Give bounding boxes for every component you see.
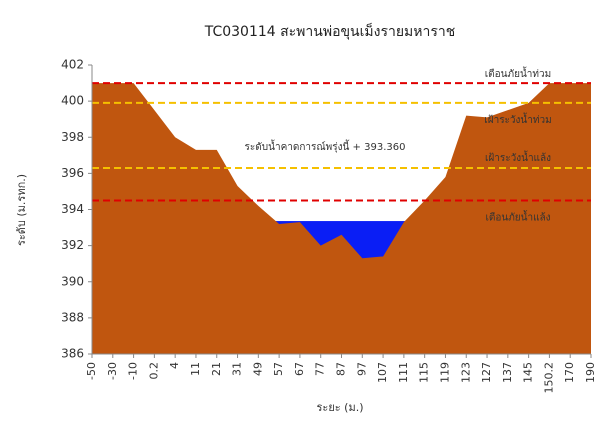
x-tick-label: 127 [480,362,493,383]
threshold-label: เฝ้าระวังน้ำท่วม [484,112,551,126]
x-axis-label: ระยะ (ม.) [317,401,364,414]
x-tick-label: 49 [251,362,264,376]
x-tick-label: 77 [314,362,327,376]
x-tick-label: 57 [272,362,285,376]
y-tick-label: 390 [61,274,84,288]
y-tick-label: 396 [61,166,84,180]
x-tick-label: 97 [355,362,368,376]
x-tick-label: 119 [438,362,451,383]
x-tick-label: -10 [127,362,140,380]
x-tick-label: 115 [418,362,431,383]
x-tick-label: 4 [168,362,181,369]
x-tick-label: 0.2 [147,362,160,380]
x-tick-label: 87 [335,362,348,376]
threshold-label: เตือนภัยน้ำแล้ง [485,209,550,223]
x-tick-label: 31 [231,362,244,376]
threshold-label: เตือนภัยน้ำท่วม [485,66,551,80]
chart-title: TC030114 สะพานพ่อขุนเม็งรายมหาราช [204,22,456,40]
x-tick-label: -30 [106,362,119,380]
ground-area [92,83,591,354]
y-tick-label: 386 [61,347,84,361]
annotation: ระดับน้ำคาดการณ์พรุ่งนี้ + 393.360 [245,139,406,153]
x-tick-label: 150.2 [542,362,555,394]
y-tick-label: 388 [61,310,84,324]
x-tick-label: 107 [376,362,389,383]
x-tick-label: 190 [584,362,597,383]
x-tick-label: 123 [459,362,472,383]
y-tick-label: 392 [61,238,84,252]
x-tick-label: 145 [522,362,535,383]
x-tick-label: 21 [210,362,223,376]
y-tick-label: 394 [61,202,84,216]
x-tick-label: 111 [397,362,410,383]
x-tick-label: 137 [501,362,514,383]
x-tick-label: 67 [293,362,306,376]
x-tick-label: -50 [85,362,98,380]
x-tick-label: 170 [563,362,576,383]
y-axis-label: ระดับ (ม.รทก.) [15,174,28,246]
y-tick-label: 400 [61,94,84,108]
y-tick-label: 402 [61,58,84,72]
x-tick-label: 11 [189,362,202,376]
y-tick-label: 398 [61,130,84,144]
threshold-label: เฝ้าระวังน้ำแล้ง [485,150,551,164]
